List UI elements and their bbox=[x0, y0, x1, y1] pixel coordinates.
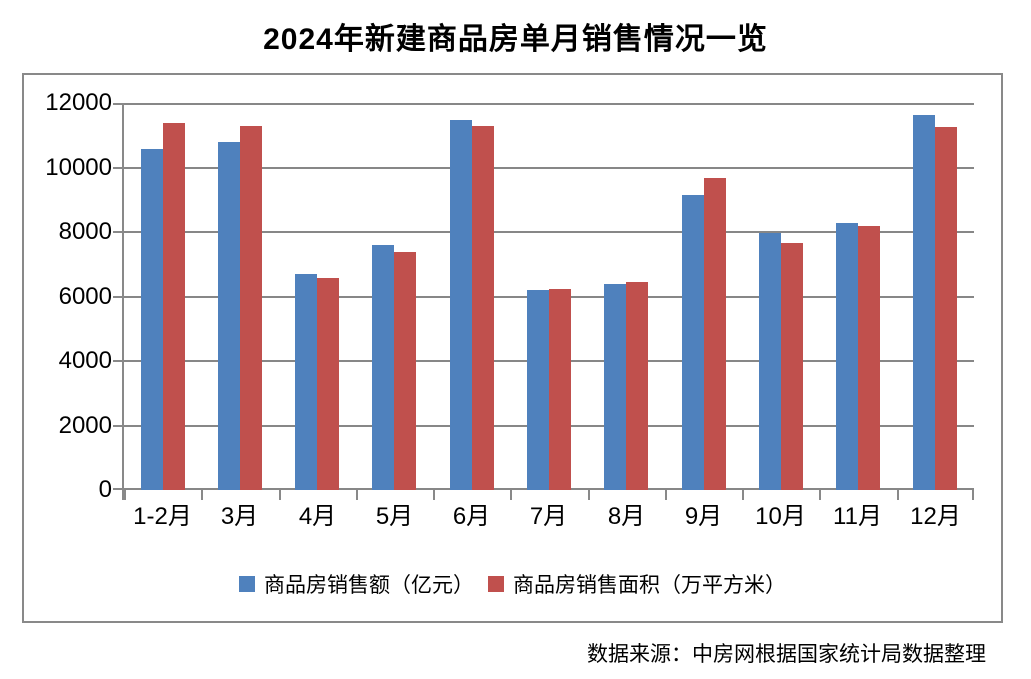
x-axis-tick bbox=[201, 490, 203, 500]
bar-sales-value bbox=[450, 120, 472, 490]
data-source-note: 数据来源：中房网根据国家统计局数据整理 bbox=[587, 643, 986, 666]
bar-sales-value bbox=[141, 149, 163, 490]
plot-area bbox=[113, 103, 974, 500]
bar-sales-area bbox=[704, 178, 726, 490]
y-axis-label: 0 bbox=[98, 476, 112, 503]
bar-sales-value bbox=[682, 195, 704, 490]
x-axis-tick bbox=[742, 490, 744, 500]
bar-sales-area bbox=[240, 126, 262, 490]
y-axis-label: 4000 bbox=[58, 347, 112, 374]
x-axis-label: 11月 bbox=[833, 503, 882, 530]
y-axis-label: 12000 bbox=[45, 89, 112, 116]
x-axis-label: 7月 bbox=[529, 503, 568, 530]
bar-sales-area bbox=[317, 278, 339, 490]
y-axis-tick bbox=[113, 167, 122, 169]
x-axis-tick bbox=[356, 490, 358, 500]
x-axis-tick bbox=[510, 490, 512, 500]
x-axis-tick bbox=[819, 490, 821, 500]
chart-title: 2024年新建商品房单月销售情况一览 bbox=[263, 23, 768, 56]
y-axis-tick bbox=[113, 360, 122, 362]
y-axis-tick bbox=[113, 296, 122, 298]
x-axis-label: 3月 bbox=[220, 503, 259, 530]
bar-sales-value bbox=[604, 284, 626, 490]
gridline bbox=[124, 103, 974, 105]
y-axis-label: 6000 bbox=[58, 283, 112, 310]
x-axis-tick bbox=[588, 490, 590, 500]
bar-sales-value bbox=[913, 115, 935, 490]
bar-sales-area bbox=[549, 289, 571, 490]
x-axis-label: 9月 bbox=[684, 503, 723, 530]
x-axis-label: 8月 bbox=[607, 503, 646, 530]
bar-sales-area bbox=[935, 127, 957, 490]
x-axis-label: 4月 bbox=[298, 503, 337, 530]
bar-sales-value bbox=[836, 223, 858, 490]
x-axis-label: 10月 bbox=[755, 503, 806, 530]
legend: 商品房销售额（亿元） 商品房销售面积（万平方米） bbox=[24, 569, 1001, 599]
bar-sales-area bbox=[472, 126, 494, 490]
bar-sales-value bbox=[759, 233, 781, 490]
x-axis-tick bbox=[972, 490, 974, 500]
legend-swatch-red bbox=[488, 576, 504, 592]
gridline bbox=[124, 231, 974, 233]
legend-label: 商品房销售面积（万平方米） bbox=[513, 574, 786, 597]
bar-sales-value bbox=[295, 274, 317, 490]
legend-label: 商品房销售额（亿元） bbox=[264, 574, 474, 597]
bar-sales-area bbox=[781, 243, 803, 490]
x-axis-label: 6月 bbox=[452, 503, 491, 530]
x-axis-tick bbox=[665, 490, 667, 500]
gridline bbox=[124, 167, 974, 169]
bar-sales-area bbox=[858, 226, 880, 490]
x-axis-label: 12月 bbox=[910, 503, 961, 530]
x-axis-tick bbox=[279, 490, 281, 500]
x-axis-tick bbox=[124, 490, 126, 500]
x-axis-label: 5月 bbox=[375, 503, 414, 530]
y-axis-label: 10000 bbox=[45, 154, 112, 181]
y-axis-label: 8000 bbox=[58, 218, 112, 245]
y-axis-label: 2000 bbox=[58, 412, 112, 439]
bar-sales-area bbox=[626, 282, 648, 490]
x-axis-tick bbox=[897, 490, 899, 500]
bar-sales-value bbox=[372, 245, 394, 490]
y-axis-tick bbox=[113, 425, 122, 427]
y-axis-tick bbox=[113, 488, 122, 490]
x-axis-label: 1-2月 bbox=[133, 503, 192, 530]
legend-item-sales-area: 商品房销售面积（万平方米） bbox=[488, 569, 786, 599]
x-axis-tick bbox=[433, 490, 435, 500]
y-axis-tick bbox=[113, 103, 122, 105]
bar-sales-value bbox=[527, 290, 549, 490]
bar-sales-area bbox=[394, 252, 416, 490]
bar-sales-area bbox=[163, 123, 185, 490]
legend-item-sales-value: 商品房销售额（亿元） bbox=[239, 569, 474, 599]
y-axis-tick bbox=[113, 231, 122, 233]
y-axis-line bbox=[122, 103, 124, 500]
bar-sales-value bbox=[218, 142, 240, 490]
legend-swatch-blue bbox=[239, 576, 255, 592]
chart-frame: 0 2000 4000 6000 8000 10000 12000 1-2月 3月 4月 5月 6月… bbox=[22, 73, 1003, 623]
